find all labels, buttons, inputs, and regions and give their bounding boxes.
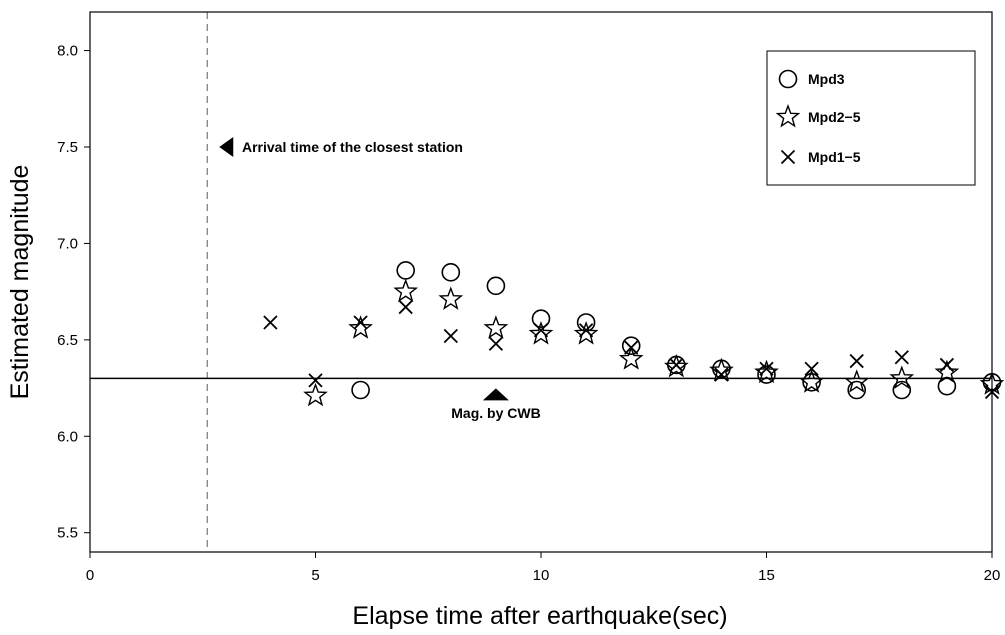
y-axis-title: Estimated magnitude — [6, 165, 34, 400]
y-tick-label-2: 6.5 — [57, 332, 78, 349]
series-1-point-8 — [663, 353, 689, 378]
series-1-point-5 — [528, 321, 554, 345]
x-tick-label-2: 10 — [533, 567, 550, 584]
series-0-point-2 — [441, 263, 461, 282]
series-0-point-3 — [486, 276, 506, 296]
series-2-point-13 — [849, 353, 864, 369]
series-1-point-4 — [483, 315, 509, 339]
legend-label-mpd1-5: Mpd1−5 — [808, 149, 861, 165]
legend-box — [766, 50, 976, 186]
series-0-point-12 — [892, 380, 912, 400]
series-2-point-2 — [353, 315, 368, 330]
series-0-point-10 — [802, 372, 821, 392]
legend-label-mpd2-5: Mpd2−5 — [808, 109, 861, 125]
legend-marker-0 — [778, 69, 798, 89]
x-tick-label-4: 20 — [984, 567, 1001, 584]
series-1-point-10 — [754, 359, 779, 384]
series-2-point-9 — [669, 357, 684, 373]
series-0-point-11 — [847, 380, 867, 400]
series-0-point-4 — [531, 309, 551, 328]
x-tick-label-0: 0 — [86, 567, 94, 584]
series-1-point-2 — [393, 278, 419, 303]
y-tick-label-4: 7.5 — [57, 139, 78, 156]
arrival-time-label: Arrival time of the closest station — [242, 139, 463, 155]
series-1-point-1 — [348, 315, 373, 339]
legend-label-mpd3: Mpd3 — [808, 71, 845, 87]
series-2-point-0 — [263, 315, 278, 330]
legend-marker-1 — [775, 103, 801, 128]
series-2-point-12 — [804, 361, 819, 376]
arrival-marker — [219, 137, 234, 157]
cwb-marker — [482, 388, 509, 401]
series-1-point-7 — [618, 346, 644, 370]
x-tick-label-3: 15 — [758, 567, 775, 584]
series-1 — [303, 278, 1005, 407]
y-tick-label-5: 8.0 — [57, 43, 78, 60]
series-1-point-6 — [573, 321, 599, 345]
series-2-point-4 — [443, 328, 458, 344]
series-1-point-14 — [934, 359, 960, 384]
legend: Mpd3 Mpd2−5 Mpd1−5 — [766, 50, 976, 186]
series-2-point-3 — [398, 299, 413, 315]
series-0-point-6 — [621, 336, 641, 355]
x-axis-title: Elapse time after earthquake(sec) — [352, 602, 727, 630]
series-1-point-3 — [438, 286, 464, 310]
series-0-point-9 — [757, 365, 776, 384]
series-2-point-6 — [533, 323, 549, 338]
series-2-point-14 — [894, 350, 909, 365]
series-2-point-8 — [624, 340, 639, 355]
series-1-point-12 — [844, 369, 870, 393]
series-2-point-11 — [759, 361, 774, 376]
y-tick-label-3: 7.0 — [57, 235, 78, 252]
series-1-point-0 — [303, 382, 328, 407]
series-2-point-15 — [939, 357, 955, 373]
legend-marker-2 — [780, 149, 796, 165]
x-tick-label-1: 5 — [311, 567, 319, 584]
series-2-point-1 — [308, 373, 323, 388]
series-1-point-11 — [799, 369, 824, 393]
series-2 — [263, 299, 1000, 400]
cwb-magnitude-label: Mag. by CWB — [451, 405, 540, 421]
series-0-point-1 — [396, 261, 416, 280]
series-0-point-0 — [351, 380, 370, 400]
series-2-point-5 — [488, 336, 504, 351]
y-tick-label-0: 5.5 — [57, 525, 78, 542]
series-1-point-13 — [889, 365, 915, 389]
y-tick-label-1: 6.0 — [57, 428, 78, 445]
series-2-point-7 — [578, 323, 594, 338]
series-2-point-10 — [714, 367, 729, 382]
